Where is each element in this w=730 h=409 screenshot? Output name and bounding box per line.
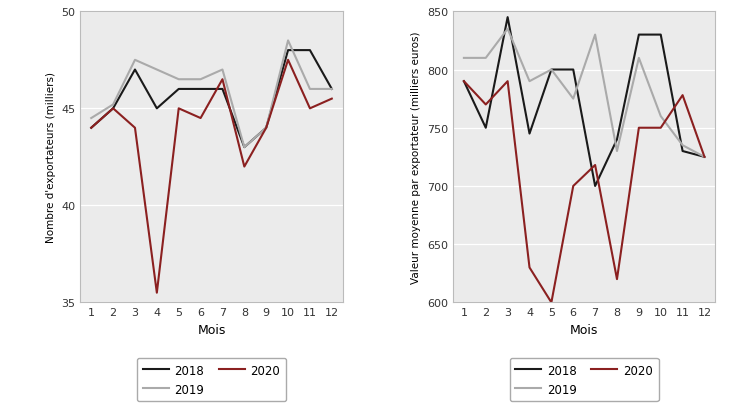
X-axis label: Mois: Mois xyxy=(197,323,226,336)
Legend: 2018, 2019, 2020: 2018, 2019, 2020 xyxy=(137,358,286,402)
X-axis label: Mois: Mois xyxy=(570,323,599,336)
Legend: 2018, 2019, 2020: 2018, 2019, 2020 xyxy=(510,358,659,402)
Y-axis label: Valeur moyenne par exportateur (milliers euros): Valeur moyenne par exportateur (milliers… xyxy=(412,31,421,283)
Y-axis label: Nombre d'exportateurs (milliers): Nombre d'exportateurs (milliers) xyxy=(46,72,55,243)
